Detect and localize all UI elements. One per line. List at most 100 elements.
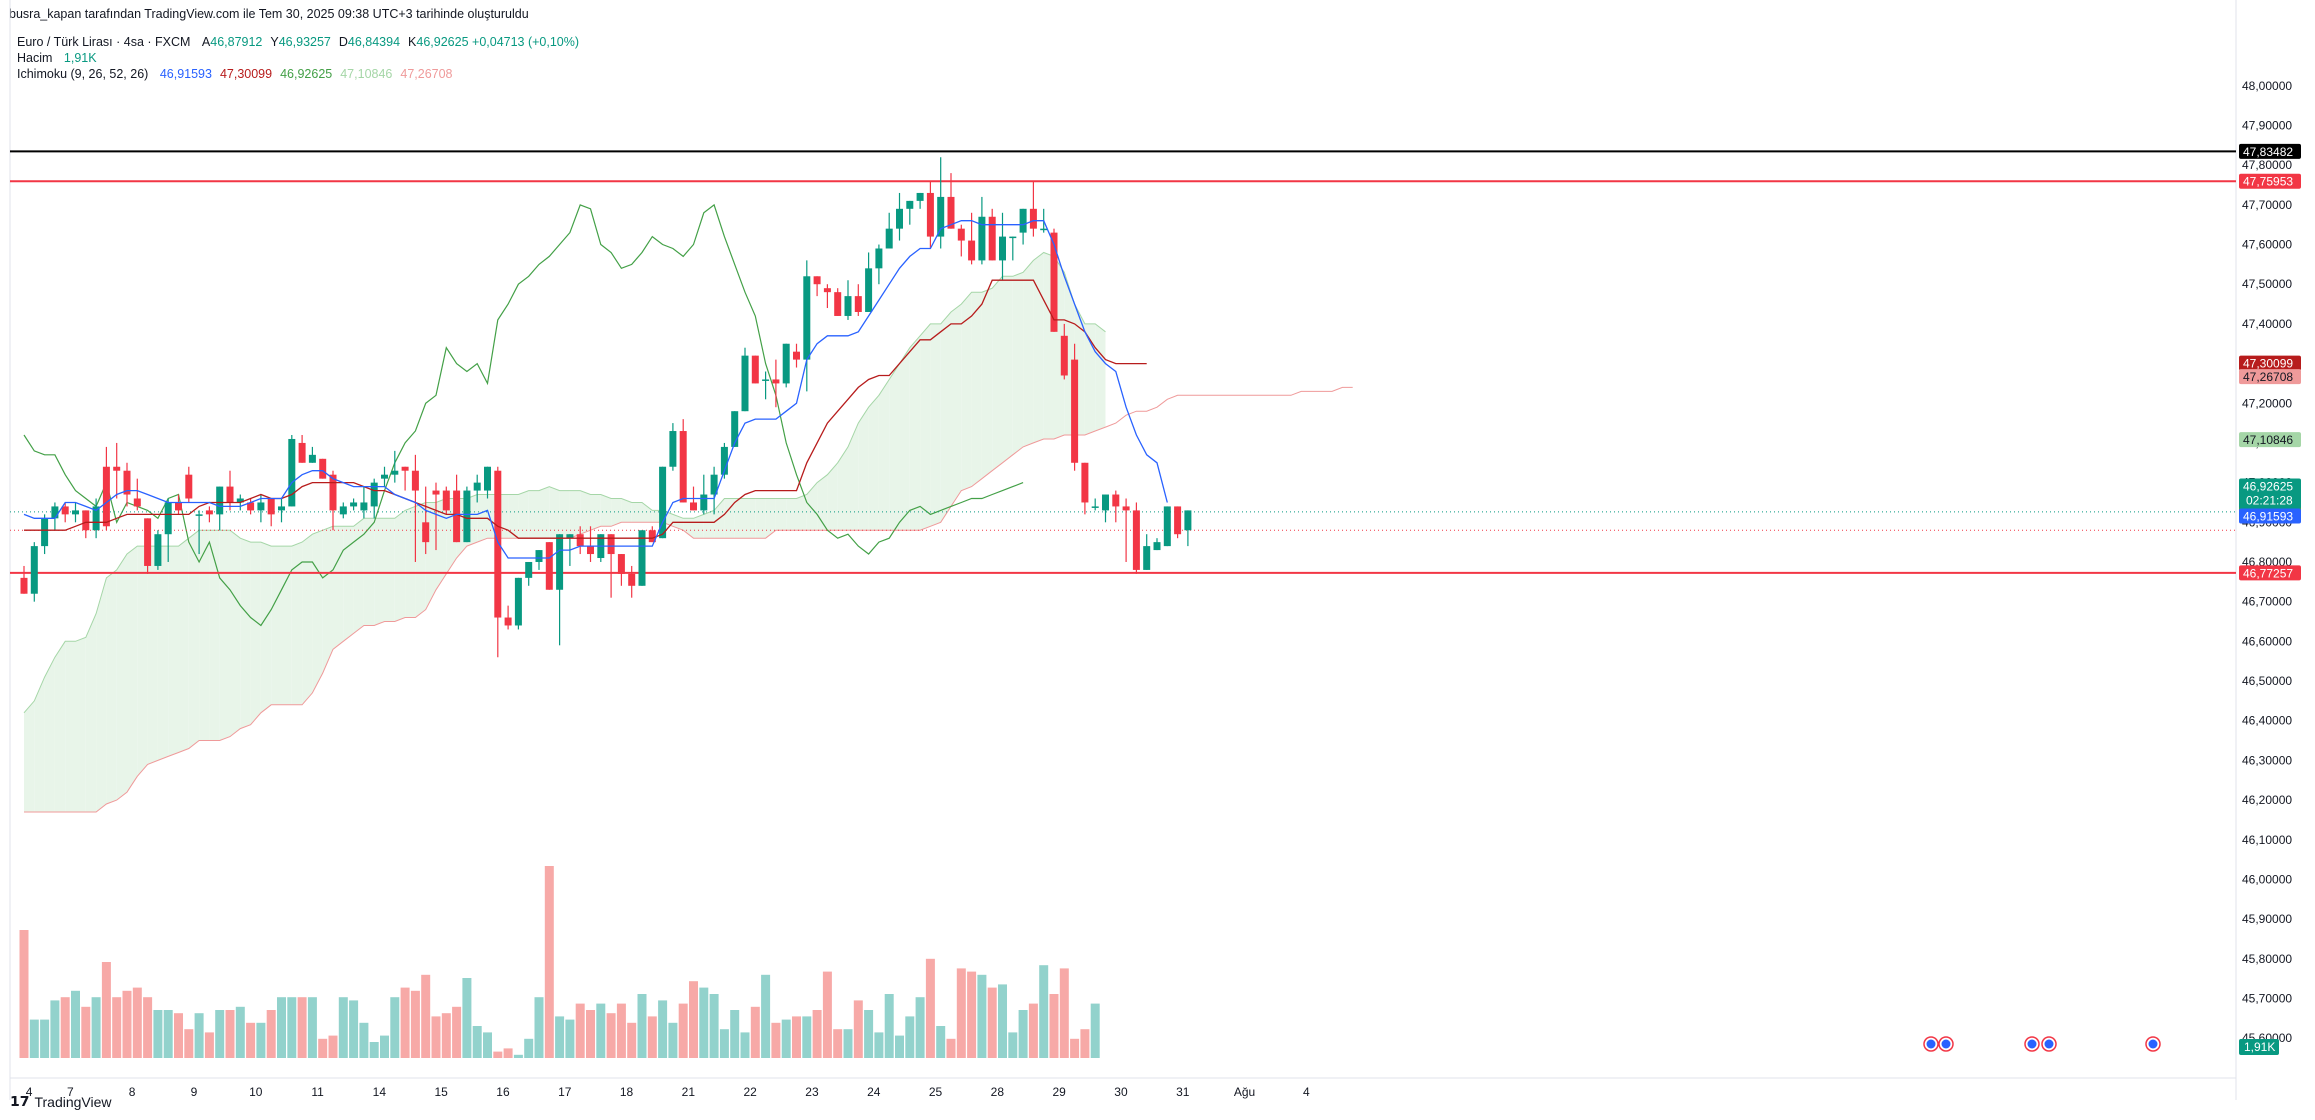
ichimoku-value: 47,10846 — [340, 67, 393, 81]
candle-body — [288, 438, 296, 507]
ichimoku-cloud-segment — [75, 637, 86, 812]
candle-body — [175, 502, 182, 511]
ichimoku-cloud-segment — [755, 498, 766, 539]
volume-bar — [307, 997, 317, 1058]
ohlc-key: Y — [270, 35, 279, 49]
candle-body — [535, 550, 543, 562]
candle-body — [700, 494, 708, 511]
candle-body — [185, 474, 193, 499]
level-price-tag: 47,83482 — [2243, 145, 2293, 159]
candle-body — [916, 192, 924, 201]
tradingview-logo-icon: 𝟭𝟳 — [10, 1093, 30, 1109]
candle-body — [401, 466, 409, 471]
candle-body — [999, 236, 1006, 261]
volume-bar — [822, 971, 832, 1058]
tradingview-watermark: 𝟭𝟳 TradingView — [10, 1093, 112, 1110]
y-tick-label: 47,80000 — [2242, 158, 2292, 172]
volume-bar — [462, 978, 472, 1058]
ichimoku-cloud-segment — [54, 641, 66, 812]
candle-body — [41, 518, 49, 547]
volume-bar — [513, 1054, 523, 1058]
volume-bar — [555, 1016, 565, 1058]
candle-body — [442, 490, 450, 511]
y-tick-label: 47,60000 — [2242, 238, 2292, 252]
ichimoku-cloud-segment — [85, 613, 97, 812]
volume-bar — [81, 1006, 91, 1058]
volume-bar — [60, 997, 70, 1058]
ichimoku-cloud-segment — [693, 514, 704, 539]
volume-bar — [689, 981, 698, 1058]
volume-bar — [1028, 1003, 1038, 1058]
ichimoku-cloud-segment — [580, 490, 591, 535]
candle-body — [926, 192, 934, 237]
candle-body — [762, 379, 770, 381]
candle-body — [308, 454, 316, 463]
candle-body — [360, 502, 368, 511]
ichimoku-cloud-segment — [848, 423, 859, 531]
x-tick-label: 31 — [1176, 1085, 1190, 1099]
volume-bar — [1090, 1003, 1100, 1058]
ichimoku-cloud-segment — [590, 494, 601, 531]
candle-body — [473, 482, 481, 491]
candle-body — [648, 530, 656, 543]
volume-value: 1,91K — [63, 51, 97, 65]
candle-body — [978, 216, 986, 261]
volume-bar — [987, 987, 997, 1058]
ichimoku-cloud-segment — [631, 502, 642, 523]
ichimoku-cloud-segment — [250, 542, 261, 725]
volume-bar — [534, 997, 544, 1058]
ichimoku-cloud-segment — [147, 546, 158, 765]
ichimoku-cloud-segment — [240, 538, 251, 729]
volume-label: Hacim — [17, 51, 53, 65]
candle-body — [298, 442, 306, 463]
event-marker-inner-icon — [2027, 1039, 2037, 1049]
volume-bar — [50, 1000, 60, 1058]
volume-axis-tag: 1,91K — [2244, 1040, 2275, 1054]
volume-bar — [575, 1003, 585, 1058]
candle-body — [20, 577, 28, 594]
ichimoku-cloud-segment — [260, 542, 272, 713]
volume-bar — [709, 994, 719, 1058]
candle-body — [679, 431, 687, 503]
candle-body — [556, 534, 564, 590]
ichimoku-cloud-segment — [116, 554, 127, 801]
candle-body — [432, 490, 440, 495]
candle-body — [133, 498, 141, 507]
volume-bar — [678, 1003, 688, 1058]
ichimoku-cloud-segment — [806, 482, 818, 531]
ichimoku-cloud-segment — [981, 288, 993, 479]
volume-bar — [122, 990, 132, 1058]
volume-bar — [956, 968, 966, 1058]
volume-bar — [29, 1019, 39, 1058]
ichimoku-label: Ichimoku (9, 26, 52, 26) — [17, 67, 149, 81]
ichimoku-cloud-segment — [930, 323, 941, 527]
candle-body — [82, 510, 90, 531]
ichimoku-cloud-segment — [600, 494, 612, 527]
ichimoku-value: 46,91593 — [159, 67, 212, 81]
candle-body — [1112, 494, 1120, 507]
ichimoku-values: 46,91593 47,30099 46,92625 47,10846 47,26708 — [152, 67, 453, 81]
volume-bar — [998, 984, 1007, 1058]
symbol-legend[interactable]: Euro / Türk Lirası · 4sa · FXCM A46,8791… — [17, 35, 579, 49]
volume-bar — [380, 1035, 389, 1058]
ichimoku-cloud-segment — [518, 490, 529, 539]
volume-bar — [792, 1016, 801, 1058]
ichimoku-legend[interactable]: Ichimoku (9, 26, 52, 26) 46,91593 47,3009… — [17, 67, 453, 81]
x-tick-label: 15 — [434, 1085, 448, 1099]
volume-bar — [637, 994, 647, 1058]
volume-bar — [544, 866, 554, 1058]
ichimoku-cloud-segment — [415, 502, 426, 618]
volume-bar — [771, 1022, 781, 1058]
ichimoku-cloud-segment — [1084, 323, 1096, 436]
ichimoku-cloud-segment — [703, 510, 715, 539]
volume-bar — [359, 1022, 369, 1058]
volume-legend[interactable]: Hacim 1,91K — [17, 51, 97, 65]
x-tick-label: 18 — [620, 1085, 634, 1099]
volume-bar — [493, 1051, 503, 1058]
candle-body — [236, 498, 244, 503]
candle-body — [638, 530, 646, 586]
volume-bar — [977, 974, 987, 1058]
volume-bar — [19, 930, 29, 1058]
volume-bar — [699, 987, 709, 1058]
